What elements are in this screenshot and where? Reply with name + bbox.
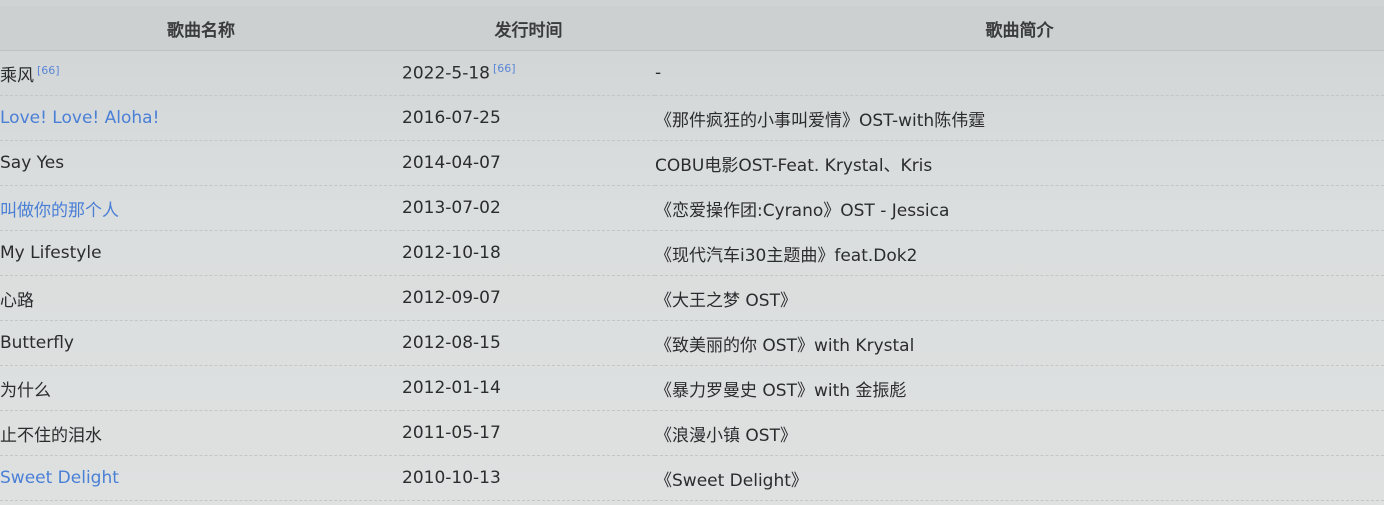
- release-date: 2013-07-02: [402, 198, 501, 218]
- song-name: 乘风: [0, 65, 34, 86]
- table-row: 心路 2012-09-07 《大王之梦 OST》: [0, 275, 1384, 321]
- table-body: 乘风 [66] 2022-5-18 [66] - Love! Love! Aloha! 20…: [0, 50, 1384, 501]
- release-date-cell: 2012-01-14: [402, 365, 655, 411]
- song-name-cell: Say Yes: [0, 140, 402, 186]
- song-description: 《Sweet Delight》: [655, 455, 1384, 501]
- song-name-cell: Butterfly: [0, 320, 402, 366]
- song-description: 《现代汽车i30主题曲》feat.Dok2: [655, 230, 1384, 276]
- song-name-cell: 为什么: [0, 365, 402, 411]
- release-date: 2012-08-15: [402, 333, 501, 353]
- song-name: Butterfly: [0, 333, 74, 353]
- release-date-cell: 2011-05-17: [402, 410, 655, 456]
- song-name-cell: 叫做你的那个人: [0, 185, 402, 231]
- song-name-link[interactable]: 叫做你的那个人: [0, 200, 119, 221]
- song-name-cell: My Lifestyle: [0, 230, 402, 276]
- release-date-cell: 2010-10-13: [402, 455, 655, 501]
- citation-link[interactable]: [66]: [492, 62, 516, 76]
- column-header-release-date[interactable]: 发行时间: [402, 6, 655, 51]
- release-date: 2012-01-14: [402, 378, 501, 398]
- table-row: 止不住的泪水 2011-05-17 《浪漫小镇 OST》: [0, 410, 1384, 456]
- release-date-cell: 2013-07-02: [402, 185, 655, 231]
- song-name-link[interactable]: Love! Love! Aloha!: [0, 108, 160, 128]
- song-description: 《致美丽的你 OST》with Krystal: [655, 320, 1384, 366]
- song-name-link[interactable]: Sweet Delight: [0, 468, 119, 488]
- column-header-description[interactable]: 歌曲简介: [655, 6, 1384, 51]
- release-date: 2011-05-17: [402, 423, 501, 443]
- release-date-cell: 2012-08-15: [402, 320, 655, 366]
- song-description: 《浪漫小镇 OST》: [655, 410, 1384, 456]
- songs-table: 歌曲名称 发行时间 歌曲简介 乘风 [66] 2022-5-18 [66] - Love!…: [0, 6, 1384, 501]
- song-name-cell: Love! Love! Aloha!: [0, 95, 402, 141]
- release-date-cell: 2012-10-18: [402, 230, 655, 276]
- table-row: My Lifestyle 2012-10-18 《现代汽车i30主题曲》feat.D…: [0, 230, 1384, 276]
- song-name: 为什么: [0, 380, 51, 401]
- release-date-cell: 2016-07-25: [402, 95, 655, 141]
- release-date: 2010-10-13: [402, 468, 501, 488]
- citation-link[interactable]: [66]: [37, 63, 60, 77]
- table-row: Sweet Delight 2010-10-13 《Sweet Delight》: [0, 455, 1384, 501]
- table-row: Butterfly 2012-08-15 《致美丽的你 OST》with Kryst…: [0, 320, 1384, 366]
- song-name: 心路: [0, 290, 34, 311]
- song-name-cell: 心路: [0, 275, 402, 321]
- song-description: 《那件疯狂的小事叫爱情》OST-with陈伟霆: [655, 95, 1384, 141]
- table-row: 乘风 [66] 2022-5-18 [66] -: [0, 50, 1384, 96]
- column-header-song-name[interactable]: 歌曲名称: [0, 6, 402, 51]
- release-date: 2014-04-07: [402, 153, 501, 173]
- table-row: Love! Love! Aloha! 2016-07-25 《那件疯狂的小事叫爱情》…: [0, 95, 1384, 141]
- table-row: 叫做你的那个人 2013-07-02 《恋爱操作团:Cyrano》OST - Jes…: [0, 185, 1384, 231]
- release-date: 2016-07-25: [402, 108, 501, 128]
- song-name-cell: 乘风 [66]: [0, 50, 402, 96]
- song-description: -: [655, 50, 1384, 96]
- song-name: My Lifestyle: [0, 243, 102, 263]
- table-header-row: 歌曲名称 发行时间 歌曲简介: [0, 6, 1384, 51]
- song-name-cell: Sweet Delight: [0, 455, 402, 501]
- release-date-cell: 2012-09-07: [402, 275, 655, 321]
- song-name: Say Yes: [0, 153, 65, 173]
- release-date: 2012-09-07: [402, 288, 501, 308]
- table-row: 为什么 2012-01-14 《暴力罗曼史 OST》with 金振彪: [0, 365, 1384, 411]
- song-name: 止不住的泪水: [0, 425, 102, 446]
- release-date: 2012-10-18: [402, 243, 501, 263]
- song-description: 《暴力罗曼史 OST》with 金振彪: [655, 365, 1384, 411]
- release-date: 2022-5-18: [402, 63, 490, 84]
- song-description: COBU电影OST-Feat. Krystal、Kris: [655, 140, 1384, 186]
- table-row: Say Yes 2014-04-07 COBU电影OST-Feat. Krystal…: [0, 140, 1384, 186]
- song-description: 《大王之梦 OST》: [655, 275, 1384, 321]
- release-date-cell: 2014-04-07: [402, 140, 655, 186]
- song-name-cell: 止不住的泪水: [0, 410, 402, 456]
- song-description: 《恋爱操作团:Cyrano》OST - Jessica: [655, 185, 1384, 231]
- release-date-cell: 2022-5-18 [66]: [402, 50, 655, 96]
